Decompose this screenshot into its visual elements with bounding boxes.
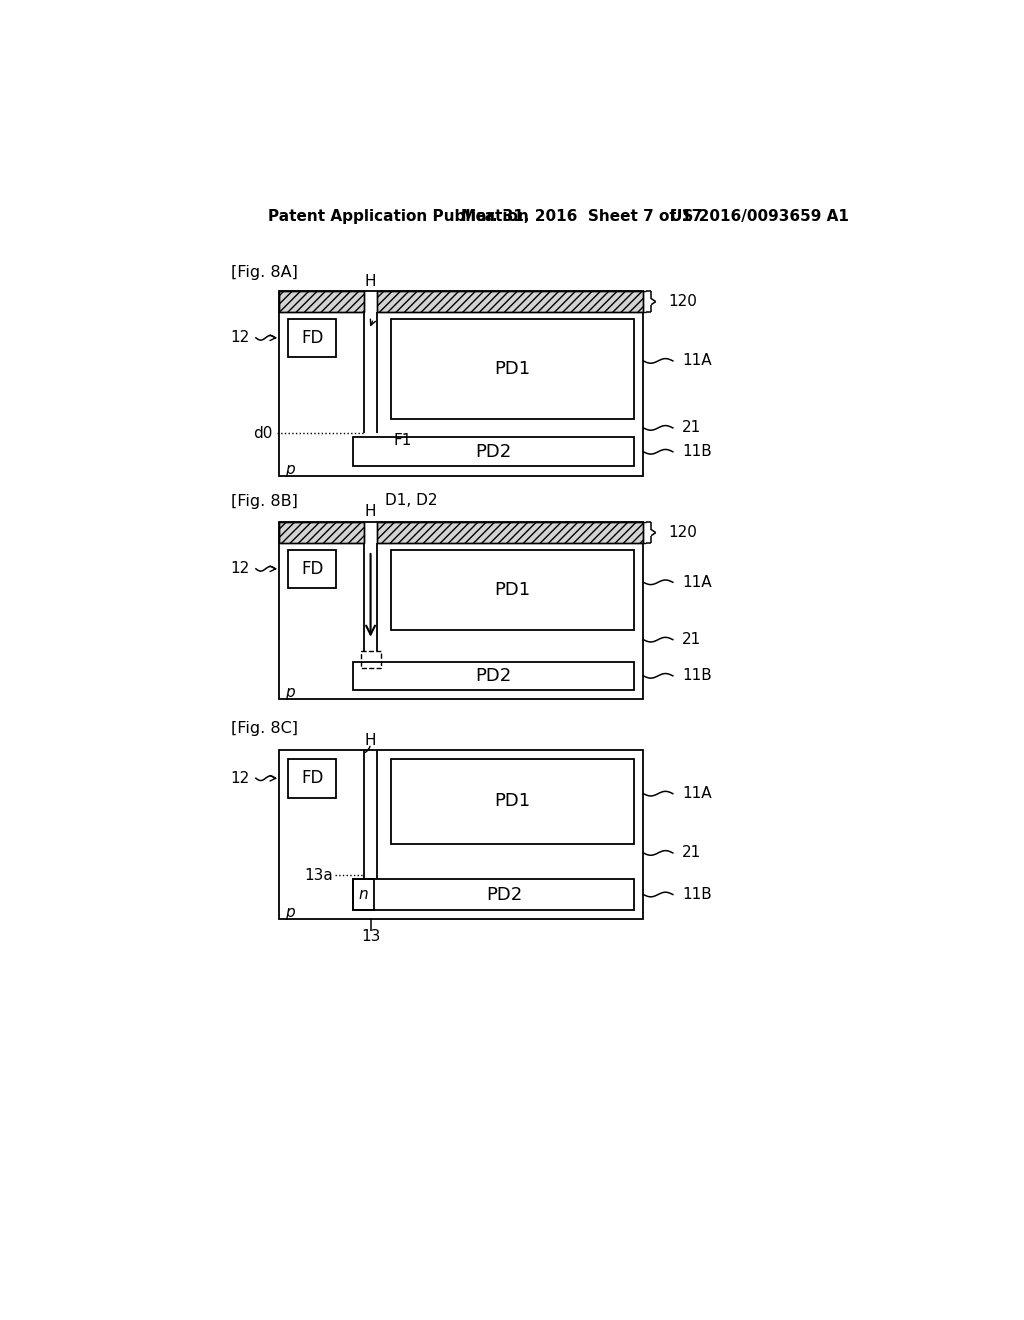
Bar: [352, 437, 634, 466]
Bar: [352, 879, 634, 909]
Bar: [377, 290, 643, 313]
Text: [Fig. 8A]: [Fig. 8A]: [231, 265, 298, 280]
Text: PD1: PD1: [495, 581, 530, 599]
Text: 11A: 11A: [682, 354, 712, 368]
Text: [Fig. 8B]: [Fig. 8B]: [231, 494, 298, 508]
Bar: [280, 521, 365, 544]
Text: PD2: PD2: [475, 667, 512, 685]
Bar: [391, 759, 634, 843]
Text: US 2016/0093659 A1: US 2016/0093659 A1: [671, 209, 849, 223]
Text: p: p: [286, 462, 295, 477]
Text: 21: 21: [682, 845, 701, 861]
Text: Patent Application Publication: Patent Application Publication: [267, 209, 528, 223]
Text: 11B: 11B: [682, 445, 712, 459]
Text: PD1: PD1: [495, 792, 530, 810]
Text: PD2: PD2: [486, 886, 522, 903]
Text: H: H: [365, 275, 377, 289]
Bar: [352, 879, 375, 909]
Bar: [377, 521, 643, 544]
Bar: [289, 549, 337, 589]
Text: p: p: [286, 906, 295, 920]
Text: D1, D2: D1, D2: [385, 492, 437, 508]
Text: [Fig. 8C]: [Fig. 8C]: [231, 721, 298, 735]
Text: 12: 12: [230, 561, 250, 577]
Bar: [377, 290, 643, 313]
Text: F1: F1: [394, 433, 413, 449]
Text: 12: 12: [230, 771, 250, 785]
Bar: [280, 290, 365, 313]
Text: 11B: 11B: [682, 668, 712, 684]
Text: FD: FD: [301, 560, 324, 578]
Text: Mar. 31, 2016  Sheet 7 of 17: Mar. 31, 2016 Sheet 7 of 17: [461, 209, 702, 223]
Text: 120: 120: [669, 294, 697, 309]
Text: 13a: 13a: [304, 867, 334, 883]
Bar: [280, 290, 365, 313]
Text: 12: 12: [230, 330, 250, 346]
Text: FD: FD: [301, 329, 324, 347]
Text: H: H: [365, 503, 377, 519]
Text: n: n: [358, 887, 369, 902]
Text: PD2: PD2: [475, 442, 512, 461]
Bar: [289, 759, 337, 797]
Bar: [280, 290, 643, 475]
Bar: [280, 521, 365, 544]
Text: 11B: 11B: [682, 887, 712, 902]
Text: FD: FD: [301, 770, 324, 787]
Bar: [280, 521, 643, 700]
Text: 21: 21: [682, 632, 701, 647]
Text: 21: 21: [682, 420, 701, 436]
Text: p: p: [286, 685, 295, 701]
Text: 11A: 11A: [682, 787, 712, 801]
Bar: [391, 318, 634, 418]
Text: H: H: [365, 733, 377, 748]
Text: d0: d0: [254, 426, 273, 441]
Bar: [377, 521, 643, 544]
Text: 13: 13: [360, 928, 380, 944]
Text: PD1: PD1: [495, 359, 530, 378]
Bar: [289, 318, 337, 358]
Bar: [352, 663, 634, 689]
Text: 11A: 11A: [682, 574, 712, 590]
Bar: [360, 651, 381, 668]
Bar: [391, 549, 634, 631]
Text: 120: 120: [669, 525, 697, 540]
Bar: [280, 750, 643, 919]
